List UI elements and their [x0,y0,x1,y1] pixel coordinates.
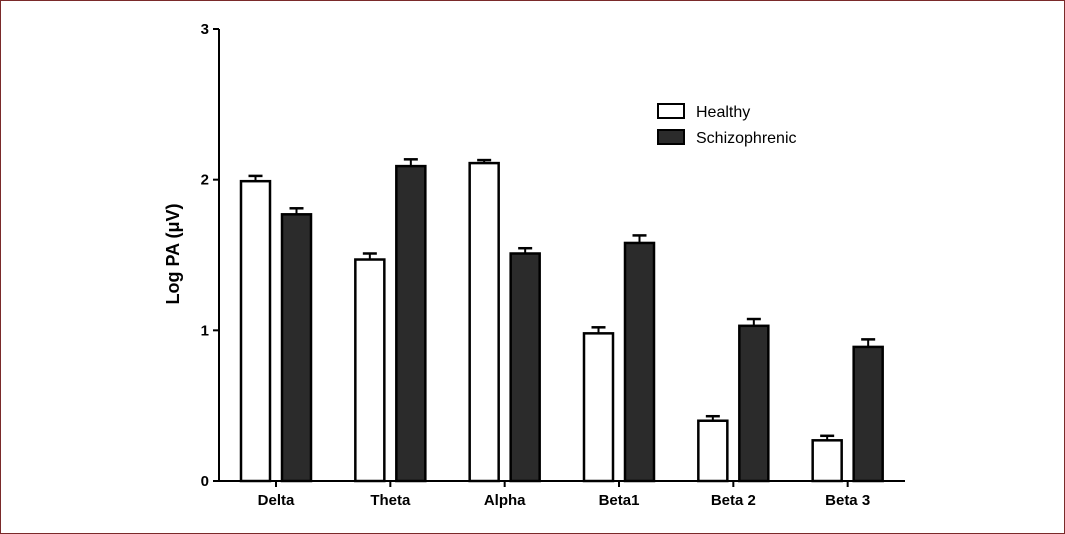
bar-schizophrenic-delta [280,213,313,483]
y-axis-label: Log PA (μV) [163,203,183,304]
x-tick-label: Alpha [484,492,526,509]
x-tick-label: Beta 3 [825,492,870,509]
legend-swatch-healthy [657,103,685,119]
bar-healthy-beta1 [582,332,615,483]
x-tick-label: Beta 2 [711,492,756,509]
bar-healthy-beta3 [811,439,843,483]
bar-healthy-theta [354,258,386,483]
y-tick-label: 0 [201,473,209,490]
bar-schizophrenic-beta3 [852,345,884,483]
x-tick-label: Beta1 [599,492,640,509]
bar-schizophrenic-beta2 [738,324,770,483]
legend-label-schizophrenic: Schizophrenic [696,130,797,147]
y-tick-label: 1 [201,322,209,339]
bar-healthy-beta2 [697,419,729,483]
x-tick-label: Delta [258,492,295,509]
bar-healthy-delta [239,179,272,483]
legend-swatch-schizophrenic [657,129,685,145]
y-tick-label: 2 [201,172,209,189]
legend: Healthy Schizophrenic [657,103,797,147]
bars [239,158,884,483]
x-tick-label: Theta [370,492,411,509]
axes: 0 1 2 3 Delta Theta Alpha Beta1 Beta 2 Beta 3 [201,21,905,509]
bar-schizophrenic-alpha [509,252,541,483]
y-tick-label: 3 [201,21,209,38]
bar-schizophrenic-beta1 [623,241,656,483]
bar-healthy-alpha [468,161,500,483]
legend-label-healthy: Healthy [696,104,750,121]
bar-schizophrenic-theta [395,164,427,483]
